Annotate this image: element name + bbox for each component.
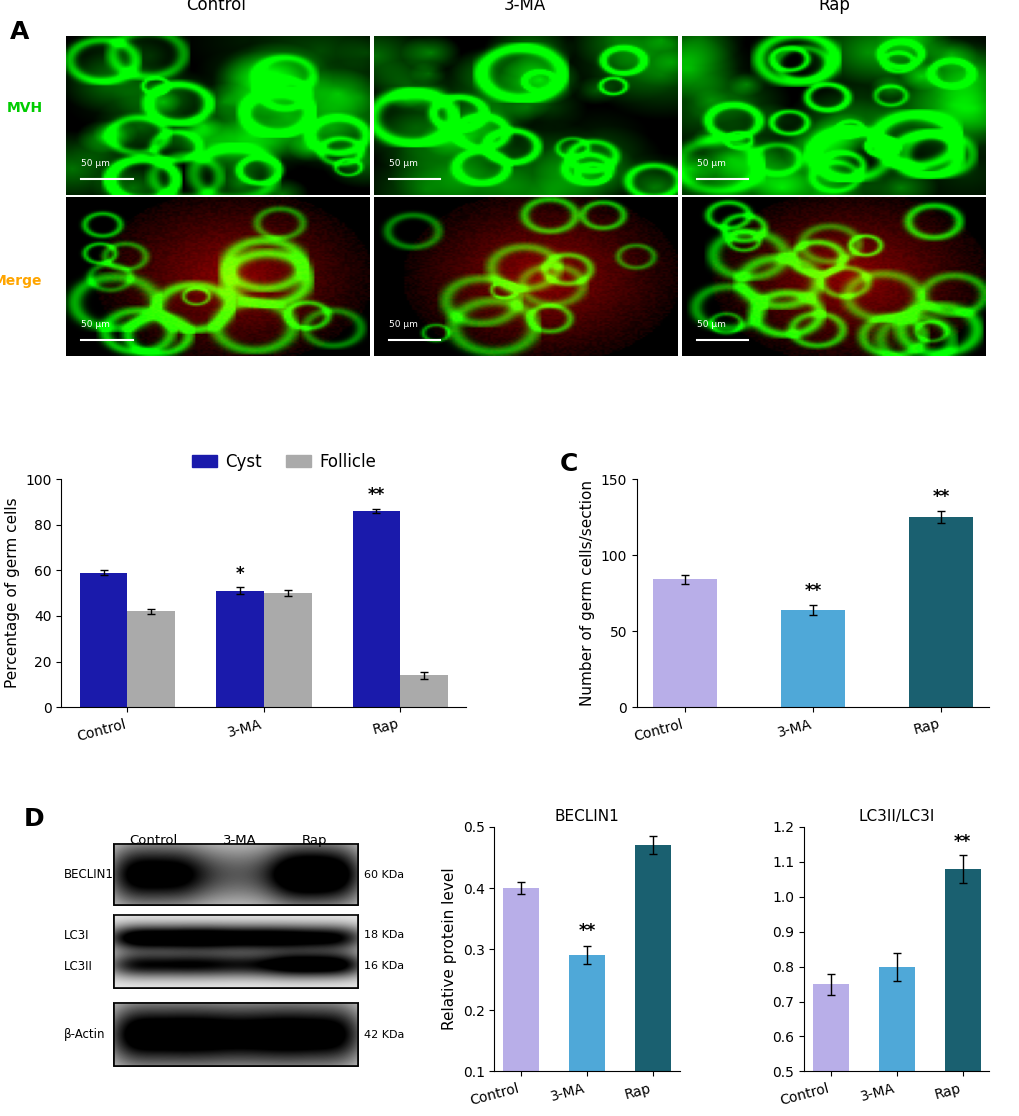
Bar	[373, 37, 677, 195]
Bar	[681, 198, 983, 356]
Bar	[944, 869, 980, 1116]
Text: **: **	[578, 922, 595, 940]
Text: β-Actin: β-Actin	[64, 1028, 106, 1041]
Bar	[216, 590, 264, 708]
Text: MVH: MVH	[6, 102, 43, 115]
Bar	[113, 1003, 358, 1067]
Bar	[681, 37, 983, 195]
Text: 50 μm: 50 μm	[388, 158, 418, 167]
Text: Control: Control	[129, 835, 177, 847]
Bar	[113, 844, 358, 905]
Bar	[113, 915, 358, 989]
Bar	[66, 37, 369, 195]
Bar	[812, 984, 848, 1116]
Bar	[353, 511, 399, 708]
Bar	[781, 609, 845, 708]
Bar	[634, 845, 671, 1116]
Y-axis label: Relative protein level: Relative protein level	[441, 868, 457, 1030]
Bar	[399, 675, 447, 708]
Y-axis label: Percentage of germ cells: Percentage of germ cells	[4, 498, 19, 689]
Text: Merge: Merge	[0, 275, 43, 288]
Bar	[569, 955, 604, 1116]
Text: **: **	[931, 489, 949, 507]
Bar	[113, 915, 358, 989]
Bar	[127, 612, 175, 708]
Text: 42 KDa: 42 KDa	[364, 1030, 404, 1040]
Bar	[113, 1003, 358, 1067]
Text: **: **	[953, 834, 970, 852]
Text: 50 μm: 50 μm	[81, 320, 110, 329]
Y-axis label: Number of germ cells/section: Number of germ cells/section	[580, 480, 595, 706]
Text: BECLIN1: BECLIN1	[64, 868, 114, 882]
Text: 3-MA: 3-MA	[223, 835, 257, 847]
Legend: Cyst, Follicle: Cyst, Follicle	[184, 446, 383, 478]
Title: BECLIN1: BECLIN1	[554, 809, 619, 825]
Text: 50 μm: 50 μm	[696, 158, 725, 167]
Text: Control: Control	[185, 0, 246, 13]
Bar	[264, 593, 311, 708]
Title: LC3II/LC3I: LC3II/LC3I	[858, 809, 934, 825]
Text: 3-MA: 3-MA	[503, 0, 546, 13]
Text: D: D	[24, 807, 45, 831]
Text: LC3I: LC3I	[64, 929, 90, 942]
Bar	[877, 966, 914, 1116]
Text: A: A	[10, 20, 30, 45]
Text: LC3II: LC3II	[64, 960, 93, 973]
Text: **: **	[368, 487, 384, 504]
Text: 50 μm: 50 μm	[81, 158, 110, 167]
Bar	[908, 517, 972, 708]
Text: **: **	[804, 583, 821, 600]
Bar	[79, 573, 127, 708]
Text: 18 KDa: 18 KDa	[364, 931, 404, 941]
Text: Rap: Rap	[818, 0, 850, 13]
Bar	[373, 198, 677, 356]
Text: C: C	[558, 452, 577, 475]
Bar	[113, 844, 358, 905]
Text: 16 KDa: 16 KDa	[364, 961, 404, 971]
Text: 60 KDa: 60 KDa	[364, 869, 404, 879]
Text: 50 μm: 50 μm	[388, 320, 418, 329]
Text: 50 μm: 50 μm	[696, 320, 725, 329]
Text: Rap: Rap	[302, 835, 327, 847]
Text: *: *	[235, 565, 244, 583]
Bar	[502, 888, 539, 1116]
Bar	[66, 198, 369, 356]
Bar	[652, 579, 716, 708]
